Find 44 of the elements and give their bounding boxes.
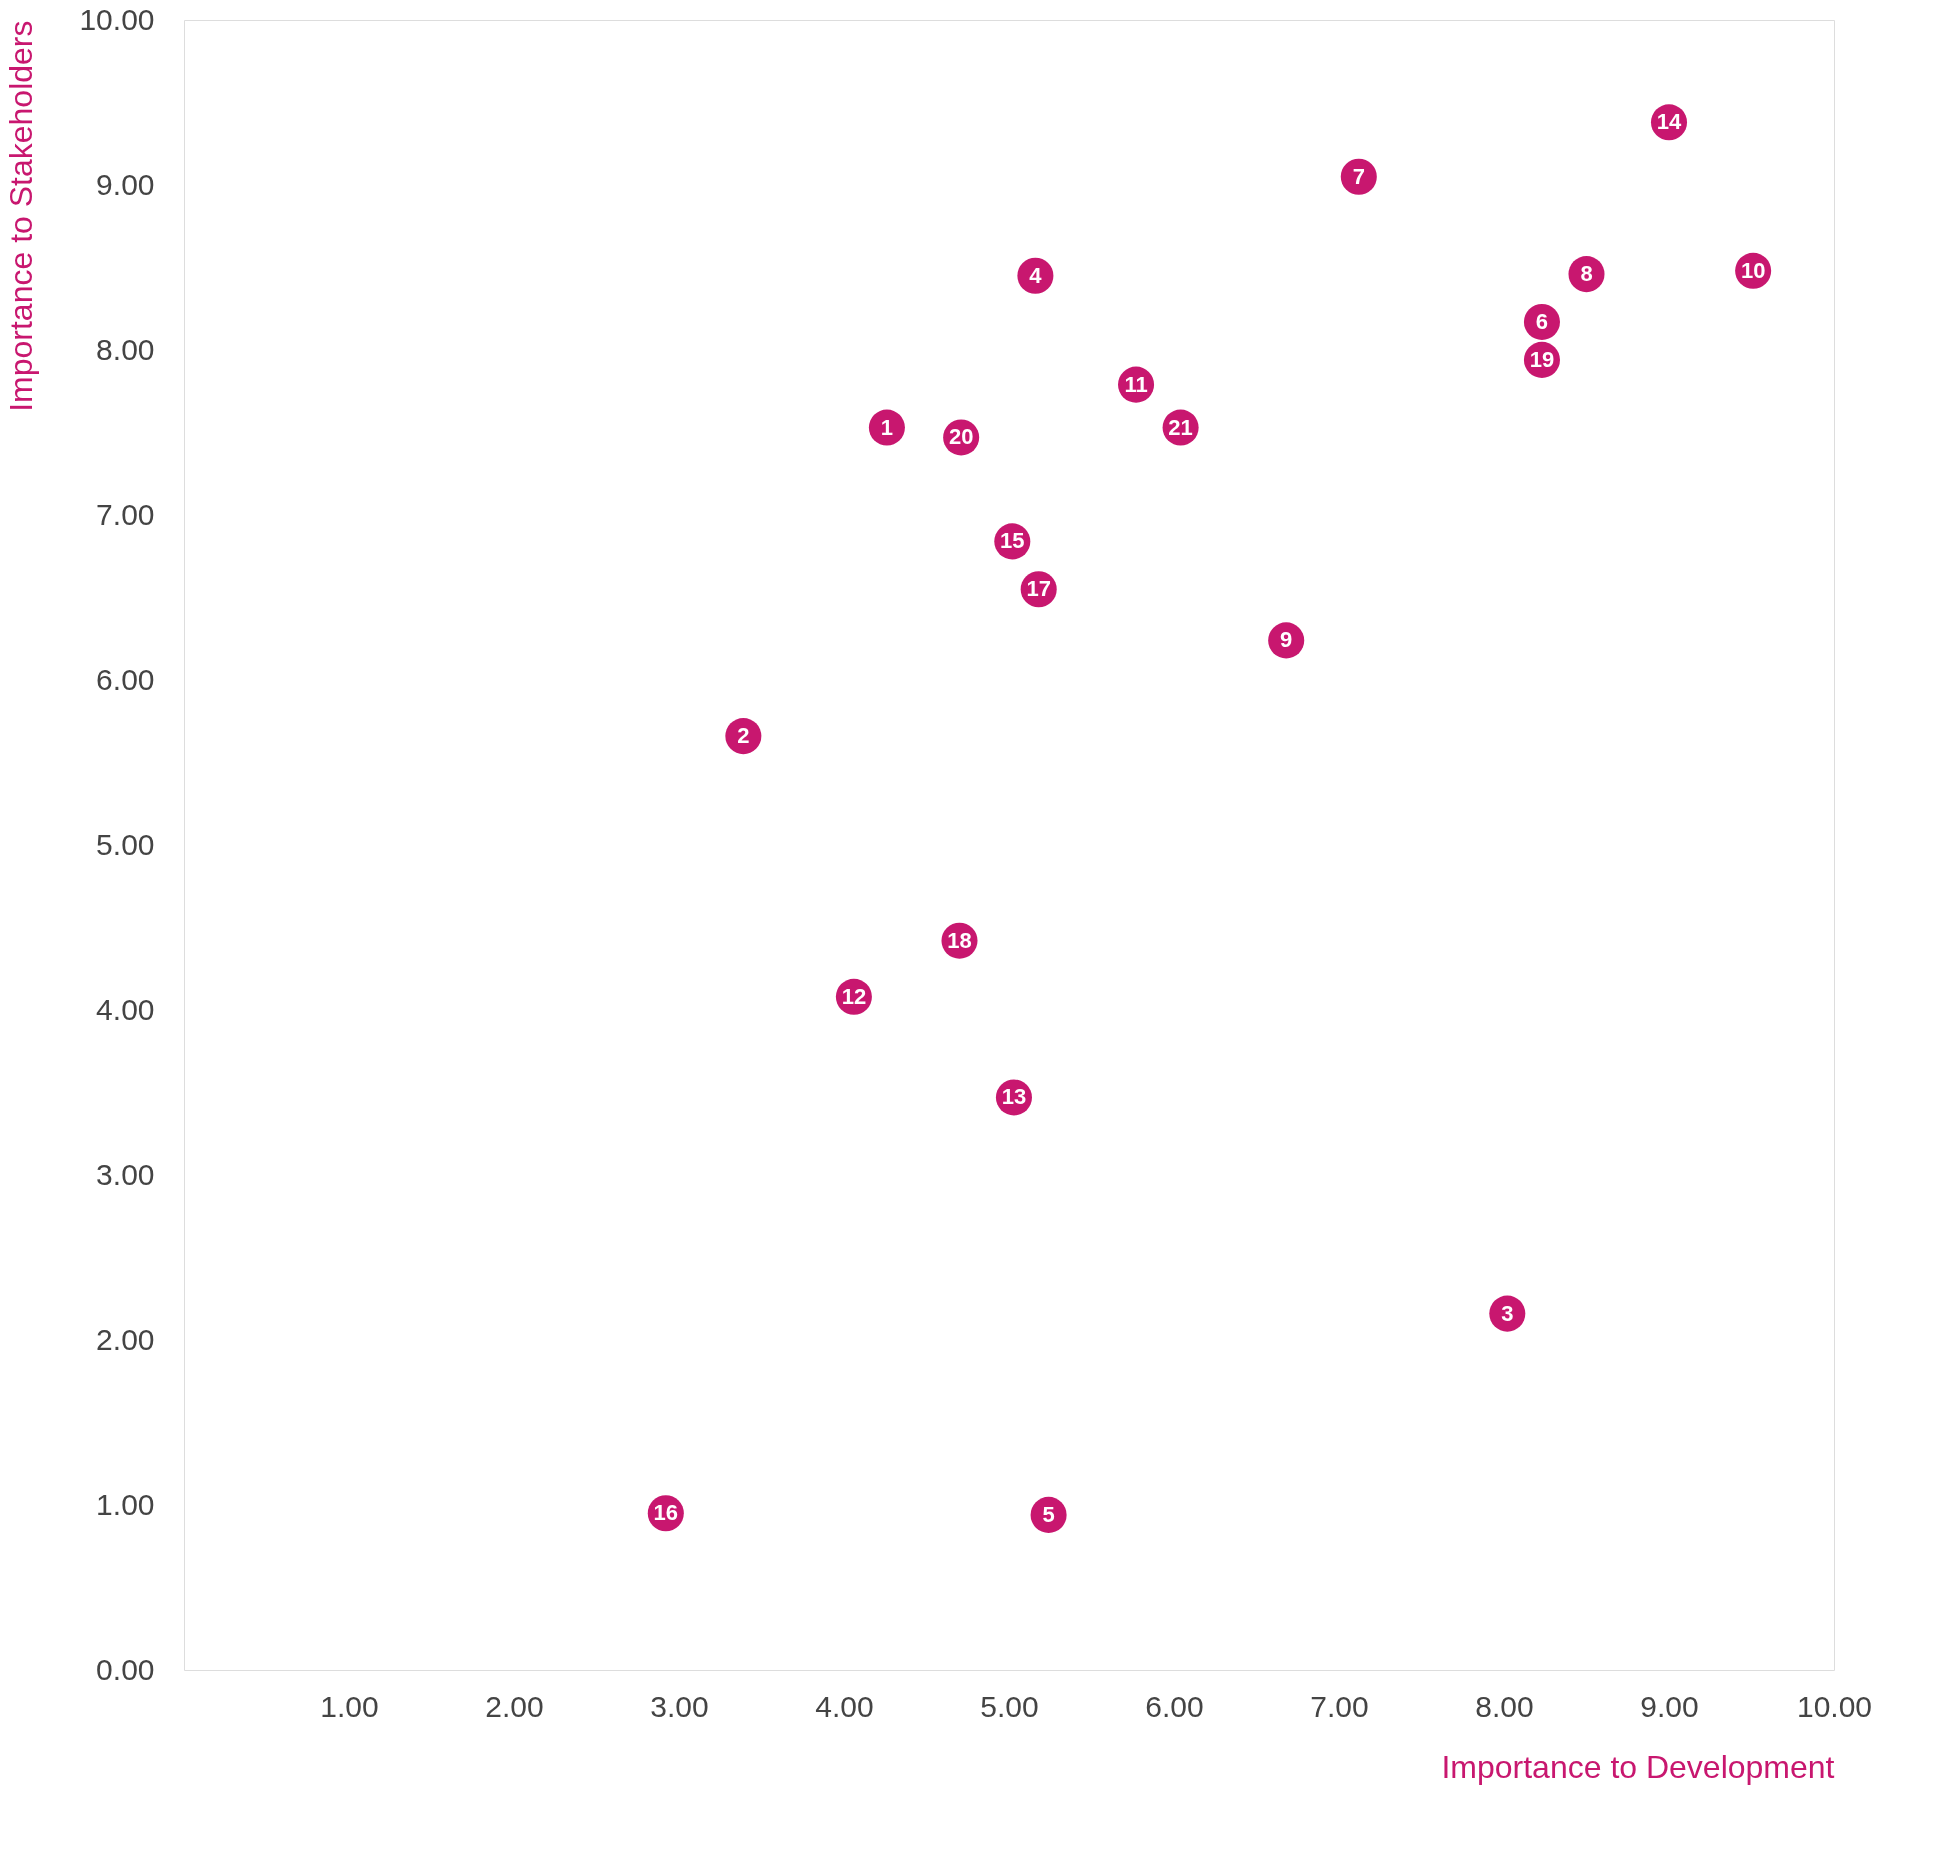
y-tick-label: 5.00 [96, 827, 155, 861]
annotation: 8 [1580, 261, 1593, 287]
y-tick-label: 3.00 [96, 1157, 155, 1191]
x-tick-label: 10.00 [1796, 1689, 1873, 1723]
annotation: 1 [880, 414, 894, 440]
x-tick-label: 5.00 [980, 1689, 1039, 1723]
x-tick-label: 3.00 [650, 1689, 709, 1723]
annotation: 6 [1535, 308, 1549, 334]
x-tick-label: 7.00 [1310, 1689, 1369, 1723]
x-tick-label: 6.00 [1145, 1689, 1204, 1723]
y-tick-label: 2.00 [96, 1322, 155, 1356]
annotation: 19 [1529, 346, 1555, 372]
annotation: 10 [1740, 257, 1766, 283]
annotation: 4 [1029, 262, 1043, 288]
x-tick-label: 9.00 [1640, 1689, 1699, 1723]
annotation: 7 [1352, 163, 1365, 189]
annotation: 17 [1026, 576, 1051, 602]
y-tick-label: 10.00 [79, 2, 155, 36]
annotation: 18 [947, 927, 972, 953]
x-tick-label: 1.00 [320, 1689, 379, 1723]
x-axis-title: Importance to Development [1441, 1748, 1835, 1785]
annotation: 11 [1124, 371, 1148, 397]
annotation: 15 [1000, 528, 1025, 554]
y-tick-label: 8.00 [96, 332, 155, 366]
y-axis-title: Importance to Stakeholders [3, 20, 40, 412]
annotation: 12 [841, 983, 867, 1009]
annotation: 16 [653, 1500, 679, 1526]
y-tick-label: 0.00 [96, 1652, 155, 1686]
x-tick-label: 2.00 [485, 1689, 544, 1723]
y-tick-label: 7.00 [96, 497, 155, 531]
annotation: 20 [948, 424, 974, 450]
annotation: 5 [1042, 1501, 1055, 1527]
annotation: 13 [1001, 1084, 1027, 1110]
y-tick-label: 4.00 [96, 992, 155, 1026]
x-tick-label: 4.00 [815, 1689, 874, 1723]
x-tick-label: 8.00 [1475, 1689, 1534, 1723]
annotation: 21 [1168, 414, 1193, 440]
y-tick-label: 6.00 [96, 662, 155, 696]
y-tick-label: 1.00 [96, 1487, 155, 1521]
annotation: 2 [737, 723, 750, 749]
y-tick-label: 9.00 [96, 167, 155, 201]
annotation: 9 [1280, 627, 1293, 653]
annotation: 3 [1501, 1300, 1514, 1326]
annotation: 14 [1656, 109, 1682, 135]
